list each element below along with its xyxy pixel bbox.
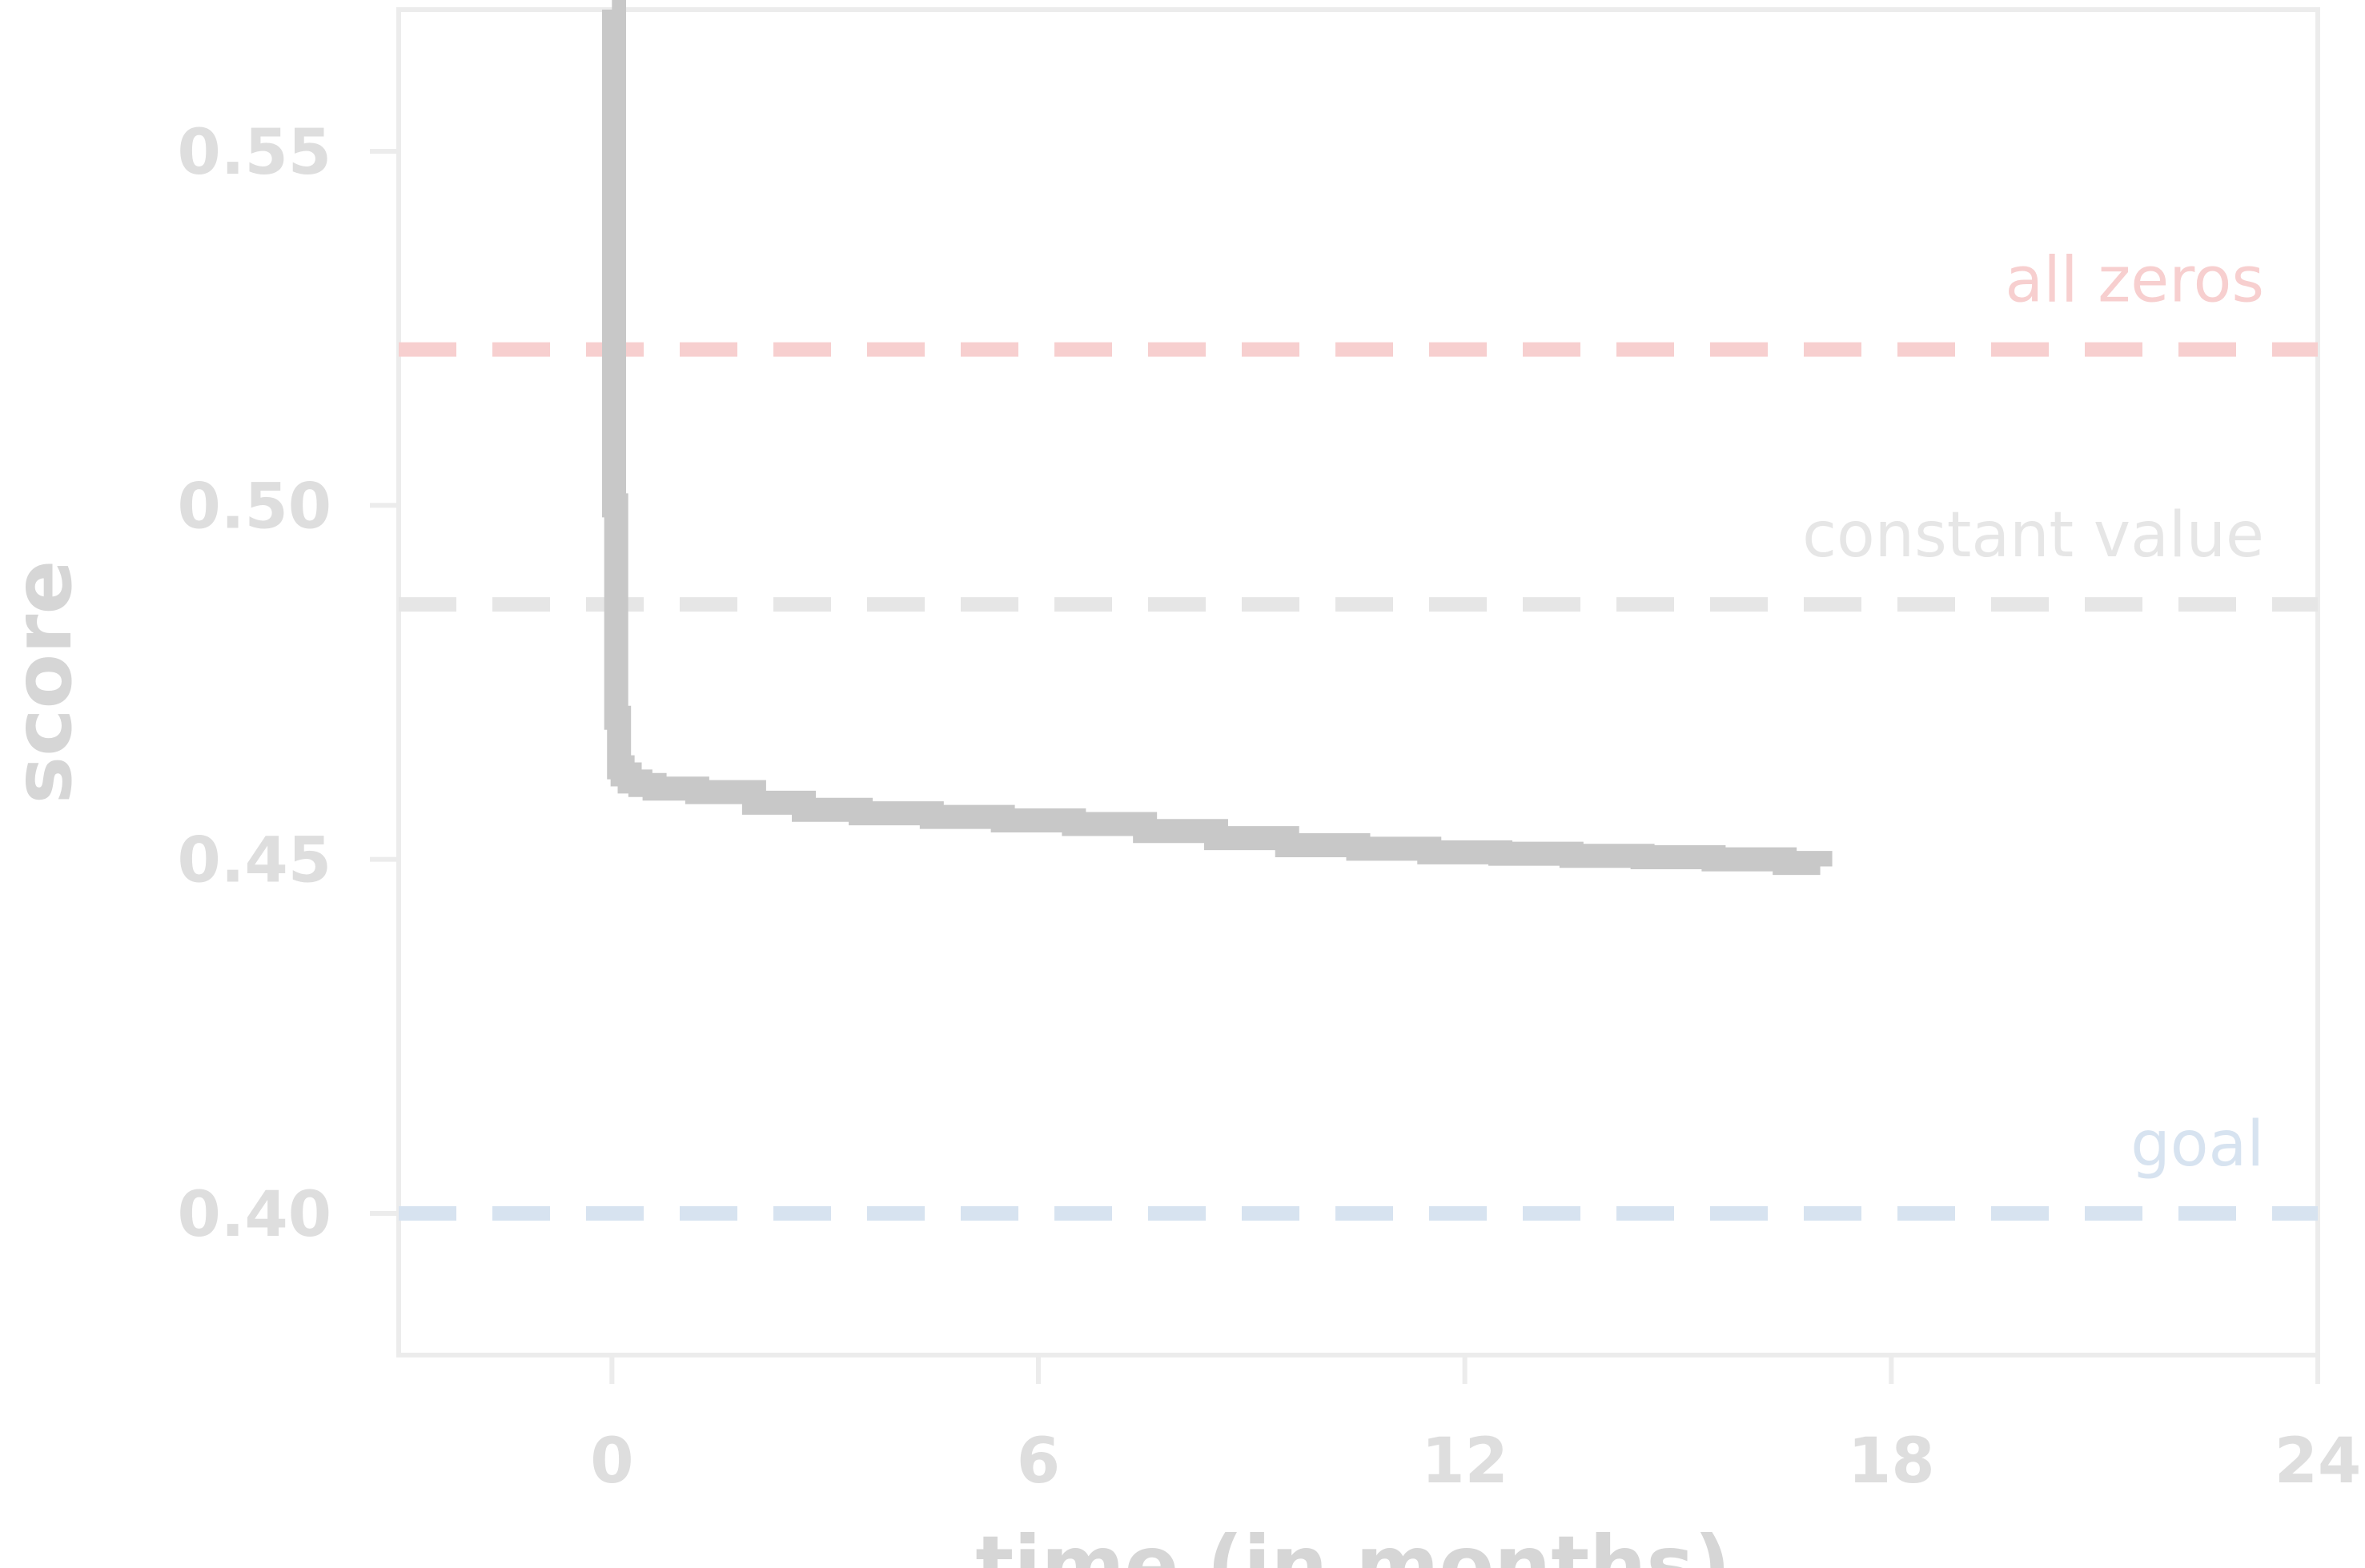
x-tick-label-4: 24: [2275, 1426, 2362, 1498]
reference-label-1: constant value: [1802, 499, 2264, 571]
y-tick-label-2: 0.50: [178, 471, 331, 543]
y-tick-label-3: 0.55: [178, 117, 331, 189]
series-layer: [601, 0, 1833, 876]
reference-lines: all zeros constant value goal: [399, 245, 2318, 1221]
y-tick-label-0: 0.40: [178, 1179, 331, 1251]
x-tick-label-3: 18: [1848, 1426, 1935, 1498]
y-tick-label-1: 0.45: [178, 825, 331, 897]
plot-frame: [396, 7, 2320, 1357]
y-axis-title: score: [0, 560, 90, 804]
x-axis-title: time (in months): [975, 1518, 1730, 1568]
x-tick-label-2: 12: [1421, 1426, 1508, 1498]
x-tick-label-0: 0: [590, 1426, 633, 1498]
reference-label-0: all zeros: [2005, 245, 2264, 317]
x-axis-ticks: 0 6 12 18 24: [590, 1355, 2361, 1498]
x-tick-label-1: 6: [1017, 1426, 1060, 1498]
reference-label-2: goal: [2130, 1109, 2264, 1181]
y-axis-ticks: 0.40 0.45 0.50 0.55: [178, 117, 399, 1251]
series-line-0: [601, 0, 1833, 876]
